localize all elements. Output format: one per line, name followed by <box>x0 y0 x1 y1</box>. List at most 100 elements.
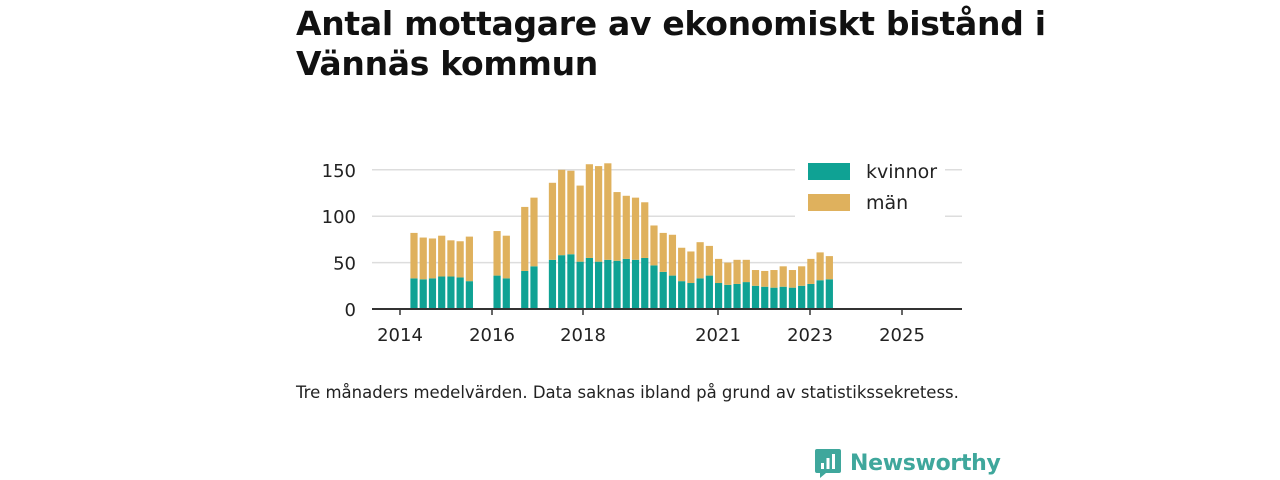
bar-man <box>641 202 649 258</box>
bar-kvinnor <box>438 276 446 309</box>
bar-kvinnor <box>502 278 510 309</box>
bar-kvinnor <box>687 283 695 309</box>
bar-man <box>825 256 833 280</box>
bar-man <box>604 163 612 260</box>
bar-man <box>696 242 704 279</box>
bar-man <box>567 170 575 255</box>
bar-kvinnor <box>428 278 437 309</box>
bar-kvinnor <box>779 286 787 309</box>
bar-man <box>502 235 510 279</box>
bar-kvinnor <box>567 254 575 309</box>
bar-man <box>650 225 658 266</box>
bar-man <box>779 266 787 287</box>
bar-kvinnor <box>705 275 713 309</box>
bar-kvinnor <box>678 281 686 309</box>
y-tick-label: 100 <box>322 207 356 228</box>
bar-man <box>447 240 455 277</box>
x-tick-label: 2023 <box>787 325 833 346</box>
bar-kvinnor <box>733 283 741 309</box>
bar-man <box>798 266 806 286</box>
y-tick-label: 0 <box>345 300 356 321</box>
bar-kvinnor <box>761 286 769 309</box>
bar-man <box>493 231 501 276</box>
bar-man <box>705 245 713 276</box>
bar-kvinnor <box>807 283 815 309</box>
bar-kvinnor <box>465 281 473 309</box>
bar-kvinnor <box>604 259 612 309</box>
bar-kvinnor <box>622 258 630 309</box>
brand-name: Newsworthy <box>850 450 1001 476</box>
series-man <box>410 163 833 288</box>
bar-kvinnor <box>668 275 677 309</box>
bar-man <box>816 252 824 281</box>
bar-man <box>724 262 732 285</box>
y-tick-label: 150 <box>322 161 356 182</box>
bar-kvinnor <box>576 261 584 309</box>
bar-man <box>770 270 778 288</box>
y-tick-label: 50 <box>333 254 356 275</box>
bar-man <box>558 169 566 256</box>
bar-kvinnor <box>419 279 427 309</box>
bar-kvinnor <box>548 259 557 309</box>
bar-man <box>530 197 538 267</box>
bar-man <box>576 185 584 262</box>
bar-kvinnor <box>631 259 640 309</box>
series-kvinnor <box>410 254 833 309</box>
bar-man <box>733 259 741 284</box>
x-tick-label: 2021 <box>695 325 741 346</box>
bar-man <box>714 258 723 284</box>
bar-kvinnor <box>742 282 750 309</box>
bar-man <box>456 241 464 278</box>
bar-kvinnor <box>410 278 418 309</box>
bar-kvinnor <box>530 266 538 309</box>
bar-man <box>687 251 695 284</box>
bar-man <box>788 270 797 288</box>
bar-kvinnor <box>714 283 723 309</box>
bar-man <box>659 232 667 272</box>
bar-kvinnor <box>595 261 603 309</box>
bar-kvinnor <box>650 265 658 309</box>
bar-kvinnor <box>751 285 760 309</box>
x-tick-label: 2018 <box>560 325 606 346</box>
bar-man <box>438 235 446 277</box>
bar-kvinnor <box>585 257 593 309</box>
bar-kvinnor <box>521 270 529 309</box>
bar-man <box>613 192 621 261</box>
bar-man <box>595 166 603 262</box>
brand: Newsworthy <box>814 446 1001 480</box>
bar-kvinnor <box>770 287 778 309</box>
bar-kvinnor <box>659 271 667 309</box>
newsworthy-logo-icon <box>815 449 841 478</box>
bar-man <box>410 232 418 279</box>
legend-swatch <box>808 163 850 180</box>
legend-swatch <box>808 194 850 211</box>
legend-label: kvinnor <box>866 161 937 183</box>
bar-kvinnor <box>798 285 806 309</box>
legend: kvinnor män <box>795 155 945 217</box>
bar-kvinnor <box>696 278 704 309</box>
bar-man <box>622 195 630 259</box>
bar-kvinnor <box>558 255 566 309</box>
bar-kvinnor <box>816 280 824 309</box>
bar-kvinnor <box>641 257 649 309</box>
bar-kvinnor <box>788 287 797 309</box>
bar-kvinnor <box>456 277 464 309</box>
chart-note: Tre månaders medelvärden. Data saknas ib… <box>296 383 959 402</box>
bar-kvinnor <box>493 275 501 309</box>
bar-man <box>419 237 427 280</box>
x-tick-label: 2016 <box>469 325 515 346</box>
bar-kvinnor <box>825 279 833 309</box>
x-tick-label: 2014 <box>377 325 423 346</box>
bar-man <box>678 247 686 282</box>
bar-man <box>585 164 593 258</box>
bar-kvinnor <box>613 260 621 309</box>
bar-man <box>465 236 473 282</box>
x-tick-label: 2025 <box>879 325 925 346</box>
bar-man <box>751 270 760 286</box>
bar-kvinnor <box>447 276 455 309</box>
bar-man <box>807 258 815 284</box>
bar-man <box>548 182 557 260</box>
legend-label: män <box>866 192 908 214</box>
bar-man <box>521 206 529 271</box>
